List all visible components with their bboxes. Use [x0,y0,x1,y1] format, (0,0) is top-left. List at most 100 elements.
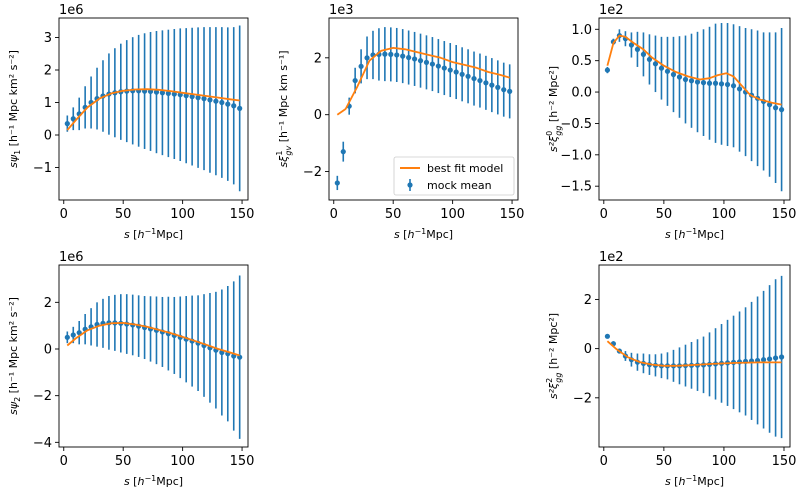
data-point [471,75,477,82]
data-point [658,65,665,71]
legend-marker-mock [407,182,413,188]
y-tick-label: −2 [573,391,592,406]
data-point [447,67,453,73]
data-point [700,80,707,86]
y-tick-label: −2 [303,165,322,180]
data-point [70,116,76,122]
data-point [213,98,219,104]
data-point [652,61,659,67]
data-point [772,355,779,361]
x-tick-label: 50 [115,207,132,222]
y-axis-label: s²ξ2gg [h⁻² Mpc²] [545,313,563,399]
x-tick-label: 150 [230,207,255,222]
x-tick-label: 50 [385,207,402,222]
axis-scale-label: 1e2 [599,3,624,18]
data-point [76,330,82,336]
data-point [730,83,737,89]
data-point [688,78,695,84]
y-axis-label: s²ξ0gg [h⁻² Mpc²] [545,66,563,152]
legend: best fit model mock mean [393,156,515,196]
data-point [760,357,767,363]
data-point [165,90,171,96]
data-point [201,96,207,102]
axis-scale-label: 1e2 [599,250,624,265]
data-point [736,86,743,92]
series-best-fit-line [336,47,510,116]
data-point [394,52,400,58]
y-tick-label: 0 [314,108,322,123]
data-point [718,81,725,87]
y-axis-label: sξ1gv [h⁻¹ Mpc km s⁻¹] [275,50,293,167]
axes-frame [58,17,249,201]
data-point [459,71,465,77]
y-tick-label: −1.5 [560,180,592,195]
y-tick-label: 1.0 [571,23,592,38]
data-point [435,63,441,69]
series-mock-mean [64,275,243,439]
data-point [495,84,501,90]
y-tick-label: 0.5 [571,54,592,69]
data-point [171,91,177,97]
data-point [694,79,701,85]
data-point [358,63,364,69]
y-tick-label: 1 [44,96,52,111]
series-best-fit-line [66,321,240,357]
data-point [766,356,773,362]
data-point [778,354,785,360]
panel-xi2_gg: 0 50 100 150 −2 0 2 1e2 s [h−1Mpc] s²ξ2gg [h⁻² Mp… [545,250,796,488]
data-point [153,89,160,95]
data-point [352,77,358,84]
series-mock-mean [604,23,785,192]
axes-frame [328,17,519,201]
y-tick-label: −1 [33,161,52,176]
panel-psi2: 0 50 100 150 −4 −2 0 2 1e6 s [h−1Mpc] sψ2 [h⁻¹ Mpc… [7,250,254,488]
y-tick-label: 2 [584,293,592,308]
data-point [411,56,418,62]
x-axis-label: s [h−1Mpc] [124,227,183,241]
data-point [64,334,70,340]
data-point [604,333,611,339]
data-point [417,58,424,64]
y-tick-label: 3 [44,31,52,46]
data-point [664,68,671,74]
legend-label-mock: mock mean [427,179,492,192]
data-point [183,93,189,99]
series-mock-mean [64,25,243,192]
legend-label-best-fit: best fit model [427,162,503,175]
data-point [406,54,412,61]
series-best-fit-line [606,340,782,367]
data-point [477,77,483,84]
x-tick-label: 100 [712,454,737,469]
y-tick-label: −0.5 [560,117,592,132]
data-point [712,80,719,86]
data-point [453,69,459,75]
legend-box [393,156,515,196]
x-tick-label: 100 [712,207,737,222]
data-point [388,51,394,58]
data-point [159,90,166,96]
x-axis-label: s [h−1Mpc] [665,474,724,488]
x-tick-label: 0 [60,207,68,222]
y-tick-label: −4 [33,436,52,451]
x-tick-label: 100 [170,207,195,222]
y-tick-label: 0 [44,129,52,144]
series-best-fit-line [606,34,782,106]
data-point [682,76,689,83]
data-point [724,81,731,88]
data-point [441,65,447,71]
data-point [237,105,243,111]
data-point [400,53,406,59]
x-axis-label: s [h−1Mpc] [665,227,724,241]
data-point [772,105,779,111]
x-axis-label: s [h−1Mpc] [124,474,183,488]
panel-xi0_gg: 0 50 100 150 −1.5 −1.0 −0.5 0.0 0.5 1.0 1e2 s [h−1M… [545,3,796,241]
y-tick-label: 2 [44,64,52,79]
data-point [634,46,641,52]
data-point [465,73,471,79]
data-point [340,149,346,155]
data-point [382,51,388,57]
axes-frame [58,264,249,448]
data-point [231,103,237,109]
y-tick-label: 2 [44,296,52,311]
data-point [483,80,489,86]
